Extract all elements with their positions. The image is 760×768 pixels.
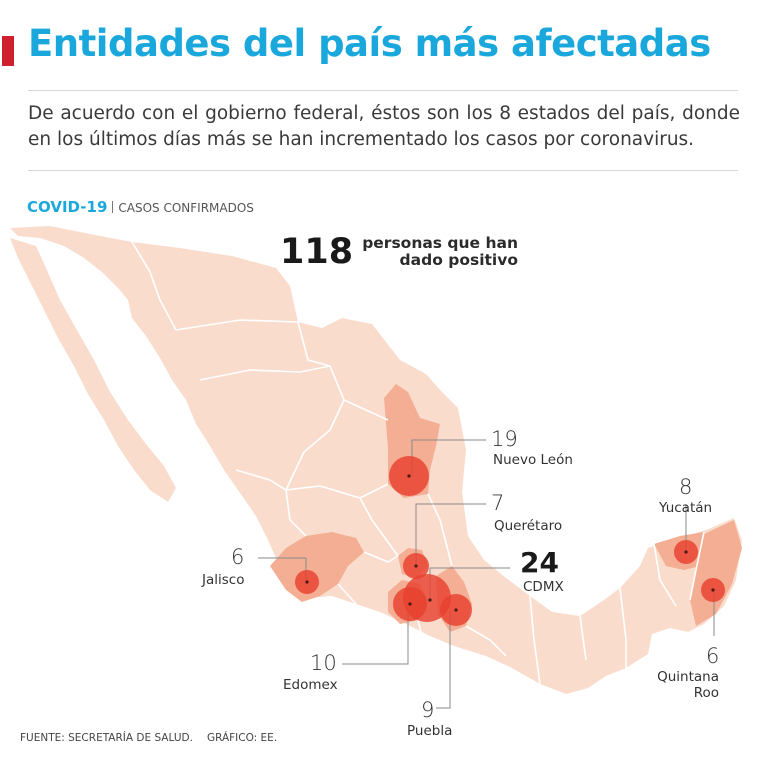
cases-quintana-roo: 6 <box>706 644 720 668</box>
kicker-separator <box>112 201 114 213</box>
title-accent-bar <box>2 36 14 66</box>
total-cases-value: 118 <box>280 232 354 272</box>
name-quintana-roo-line2: Roo <box>693 685 719 701</box>
cases-nuevo-leon: 19 <box>491 427 518 451</box>
page-title: Entidades del país más afectadas <box>28 22 711 65</box>
state-jalisco <box>270 532 364 602</box>
cases-cdmx: 24 <box>520 546 559 579</box>
state-quintana-roo <box>690 520 742 626</box>
state-borders <box>95 241 705 685</box>
baja-california <box>10 238 176 502</box>
kicker-topic: COVID-19 <box>27 198 108 216</box>
name-cdmx: CDMX <box>523 579 564 595</box>
bubble-center-dots <box>305 474 715 612</box>
cases-jalisco: 6 <box>231 545 245 569</box>
total-label-line2: dado positivo <box>399 251 518 269</box>
cases-puebla: 9 <box>421 698 435 722</box>
footer: FUENTE: SECRETARÍA DE SALUD. GRÁFICO: EE. <box>20 732 277 744</box>
name-nuevo-leon: Nuevo León <box>493 452 573 468</box>
kicker-label: CASOS CONFIRMADOS <box>118 201 254 215</box>
footer-source: FUENTE: SECRETARÍA DE SALUD. <box>20 732 193 744</box>
divider-bottom <box>28 170 738 171</box>
cases-queretaro: 7 <box>491 491 505 515</box>
total-label-line1: personas que han <box>362 234 518 252</box>
name-puebla: Puebla <box>407 723 453 739</box>
name-quintana-roo: Quintana Roo <box>657 669 719 701</box>
total-cases-label: personas que han dado positivo <box>362 235 518 269</box>
mexico-landmass <box>10 226 742 694</box>
name-jalisco: Jalisco <box>202 572 245 588</box>
divider-top <box>28 90 738 91</box>
cases-edomex: 10 <box>310 651 337 675</box>
cases-yucatan: 8 <box>679 475 693 499</box>
name-yucatan: Yucatán <box>659 500 713 516</box>
footer-graphic: GRÁFICO: EE. <box>206 732 278 744</box>
name-queretaro: Querétaro <box>494 518 563 534</box>
subtitle: De acuerdo con el gobierno federal, ésto… <box>28 103 740 150</box>
name-edomex: Edomex <box>283 677 338 693</box>
chart-kicker: COVID-19 CASOS CONFIRMADOS <box>27 197 254 216</box>
name-quintana-roo-line1: Quintana <box>657 669 719 685</box>
bubble-cdmx <box>403 574 451 622</box>
